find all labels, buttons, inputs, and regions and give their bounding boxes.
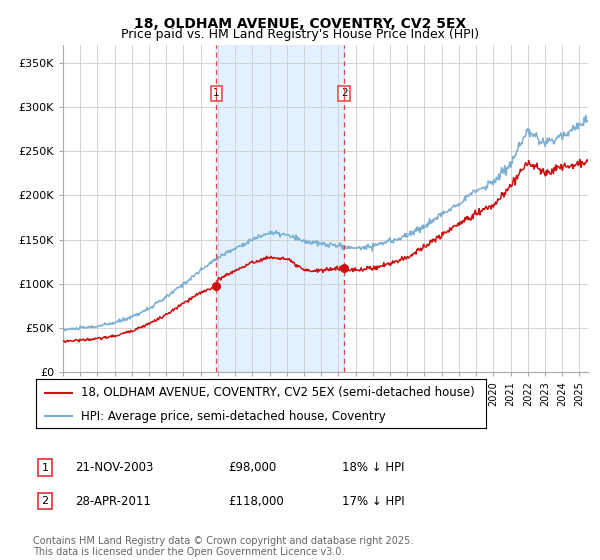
Text: £118,000: £118,000: [228, 494, 284, 508]
Text: 18, OLDHAM AVENUE, COVENTRY, CV2 5EX: 18, OLDHAM AVENUE, COVENTRY, CV2 5EX: [134, 17, 466, 31]
Text: 21-NOV-2003: 21-NOV-2003: [75, 461, 154, 474]
Text: 18% ↓ HPI: 18% ↓ HPI: [342, 461, 404, 474]
Text: Contains HM Land Registry data © Crown copyright and database right 2025.
This d: Contains HM Land Registry data © Crown c…: [33, 535, 413, 557]
Text: Price paid vs. HM Land Registry's House Price Index (HPI): Price paid vs. HM Land Registry's House …: [121, 28, 479, 41]
Text: 2: 2: [341, 88, 347, 99]
Text: 18, OLDHAM AVENUE, COVENTRY, CV2 5EX (semi-detached house): 18, OLDHAM AVENUE, COVENTRY, CV2 5EX (se…: [81, 386, 475, 399]
Text: HPI: Average price, semi-detached house, Coventry: HPI: Average price, semi-detached house,…: [81, 409, 386, 423]
Text: 2: 2: [41, 496, 49, 506]
Bar: [216, 45, 344, 372]
Text: £98,000: £98,000: [228, 461, 276, 474]
Text: 1: 1: [213, 88, 220, 99]
Text: 17% ↓ HPI: 17% ↓ HPI: [342, 494, 404, 508]
Text: 1: 1: [41, 463, 49, 473]
Text: 28-APR-2011: 28-APR-2011: [75, 494, 151, 508]
